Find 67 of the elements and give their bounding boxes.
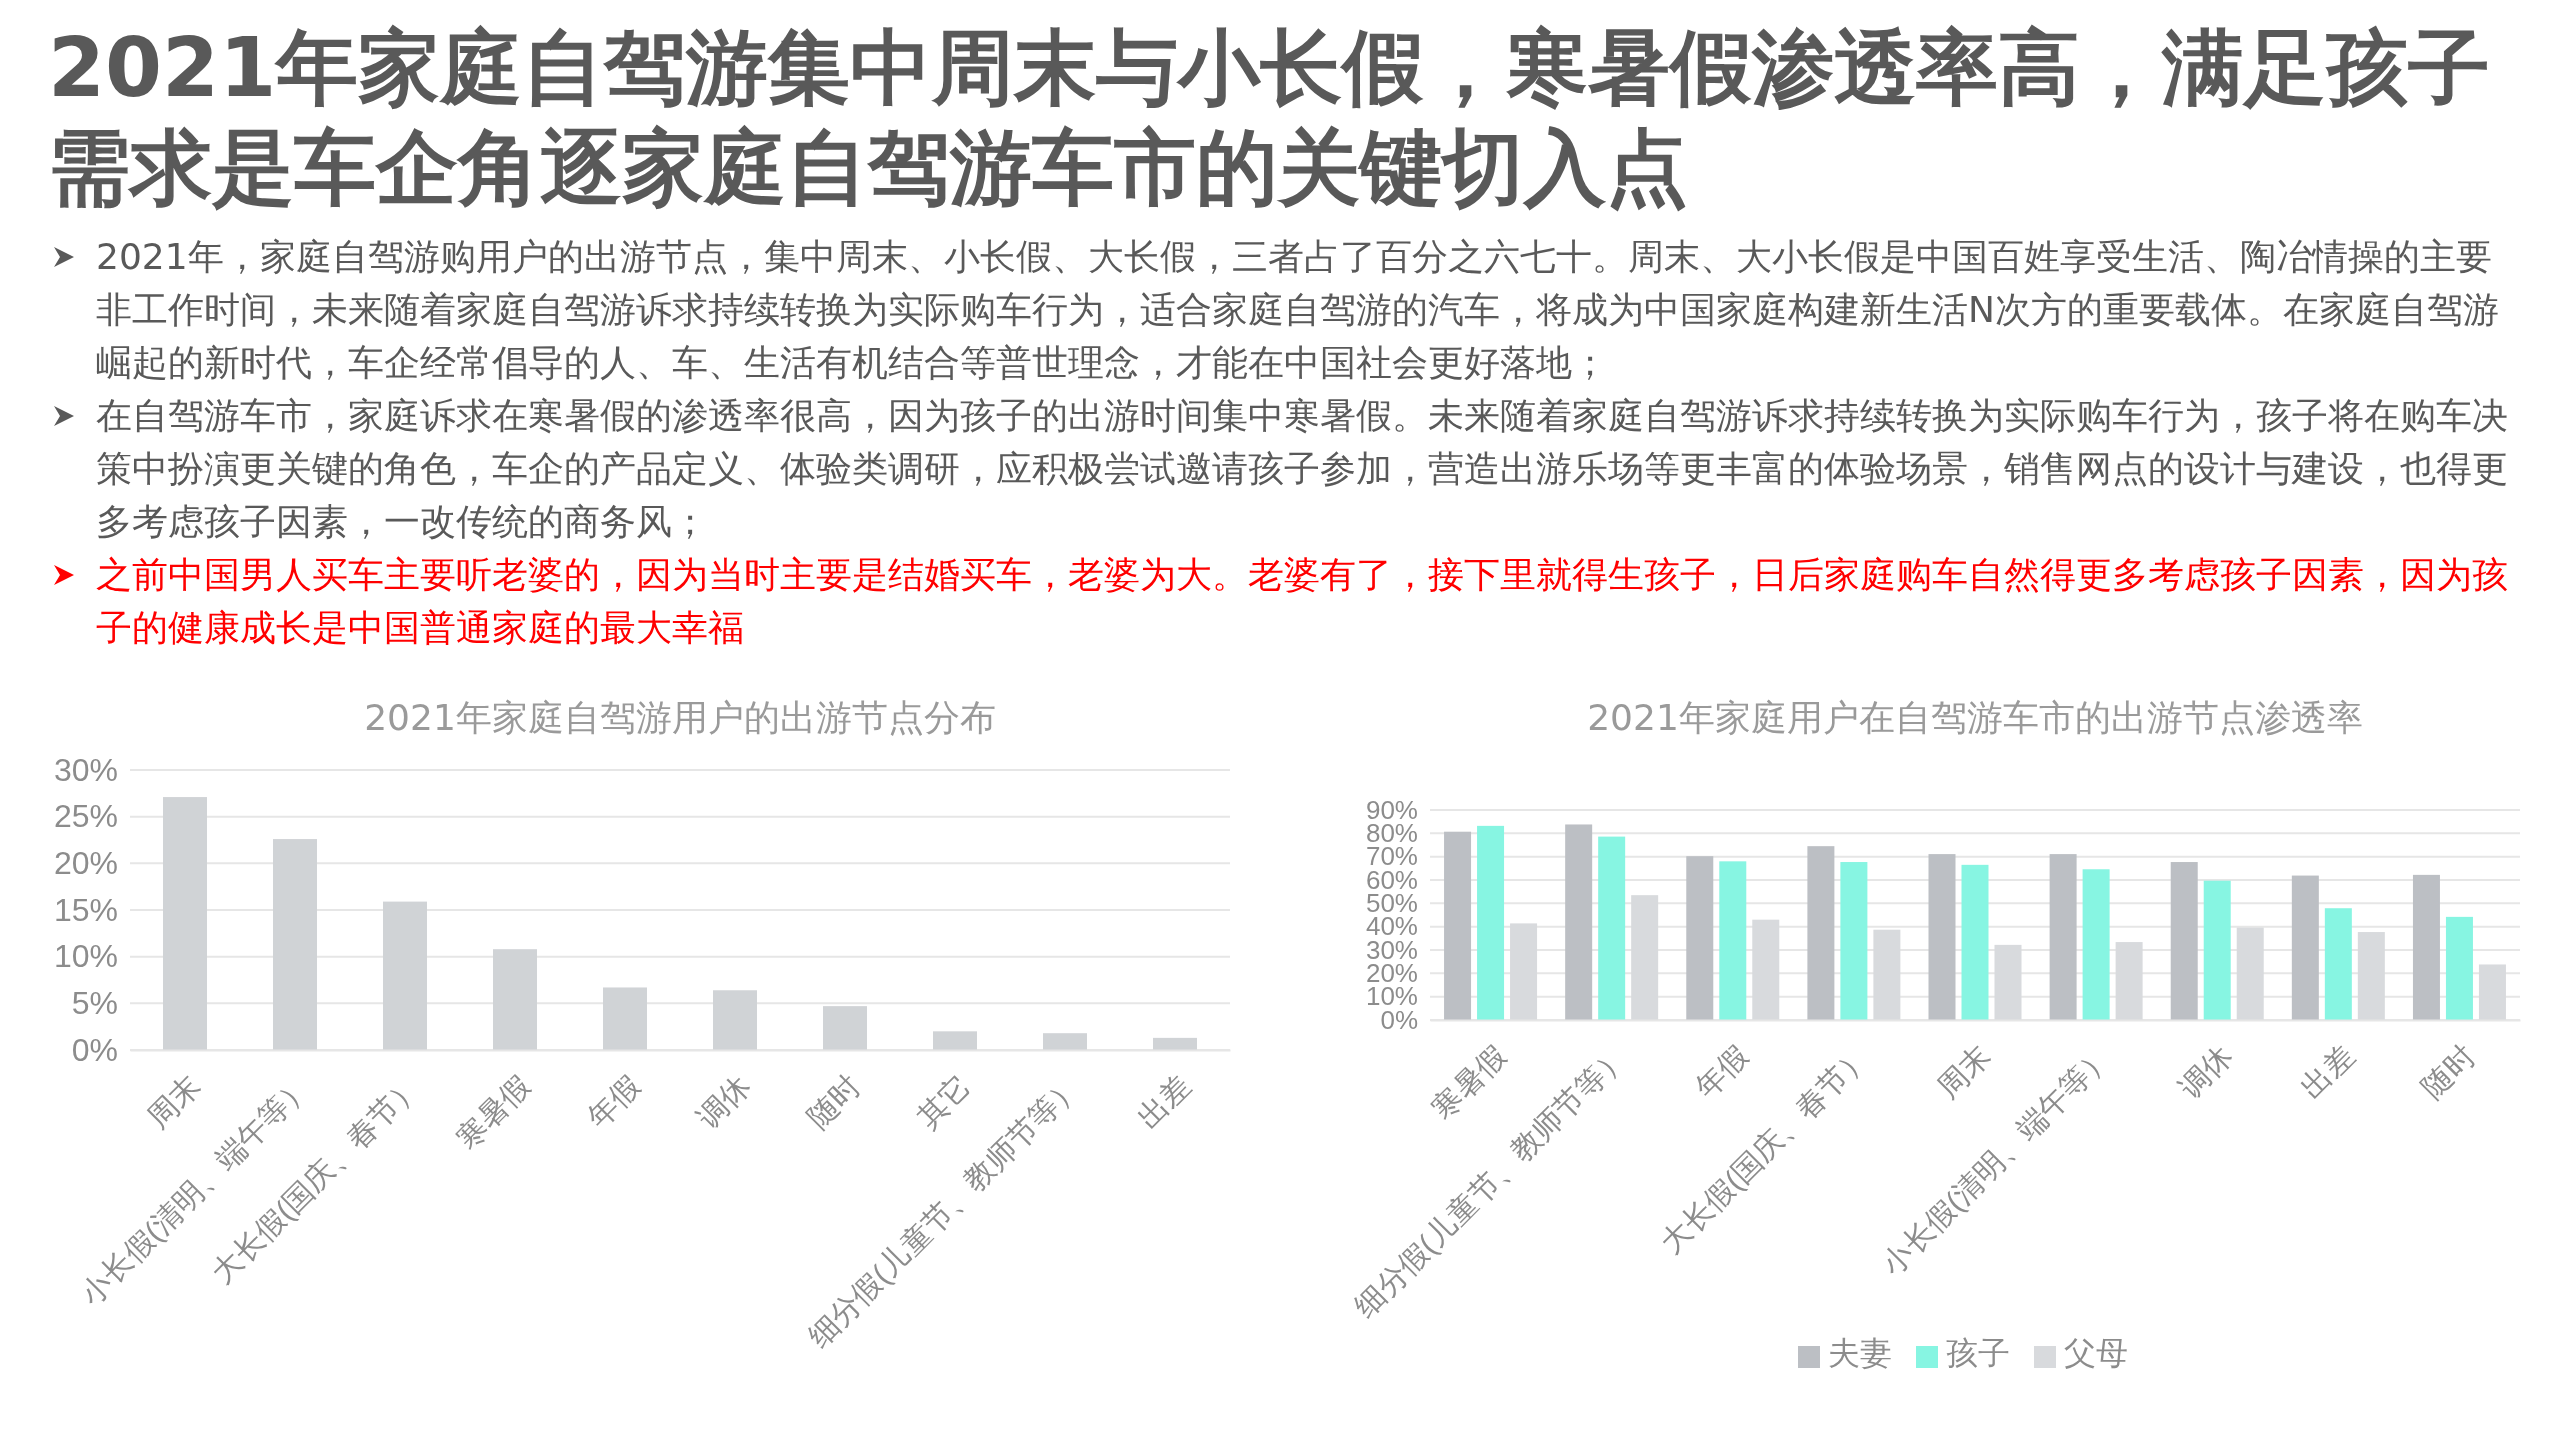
x-tick-label: 调休 <box>2173 1038 2239 1105</box>
bar <box>2236 927 2264 1020</box>
y-tick-label: 20% <box>53 845 118 882</box>
x-tick-label: 调休 <box>690 1068 757 1135</box>
x-tick-label: 出差 <box>1130 1068 1197 1135</box>
bar <box>1807 846 1835 1020</box>
bar <box>163 797 207 1050</box>
bar <box>2291 875 2319 1020</box>
bar <box>273 839 317 1050</box>
x-tick-label: 随时 <box>2415 1038 2482 1105</box>
bar <box>1961 864 1989 1020</box>
bar <box>603 987 647 1050</box>
y-tick-label: 0% <box>71 1031 118 1068</box>
bar <box>2324 908 2352 1020</box>
chart-title: 2021年家庭用户在自驾游车市的出游节点渗透率 <box>1587 697 2363 738</box>
x-tick-label: 年假 <box>1688 1038 1755 1105</box>
bar <box>1598 836 1626 1020</box>
x-tick-label: 出差 <box>2294 1038 2360 1105</box>
bar <box>823 1006 867 1050</box>
y-tick-label: 90% <box>1365 794 1418 825</box>
bar <box>933 1031 977 1050</box>
bar <box>1153 1037 1197 1050</box>
x-tick-label: 随时 <box>800 1068 867 1135</box>
x-tick-label: 其它 <box>910 1068 977 1135</box>
bar <box>1840 862 1868 1020</box>
bar <box>713 990 757 1050</box>
x-tick-label: 周末 <box>1930 1038 1997 1105</box>
y-tick-label: 10% <box>53 938 118 975</box>
bar <box>2203 880 2231 1020</box>
y-tick-label: 25% <box>53 798 118 835</box>
text: 之前中国男人买车主要听老婆的，因为当时主要是结婚买车，老婆为大。老婆有了，接下里就得生孩子，日后家庭购车自然得更多考虑孩子因素，因为孩子的健康成长是中国普通家庭的最大幸福 <box>96 554 2508 648</box>
legend-label: 孩子 <box>1946 1334 2010 1372</box>
bar <box>1510 923 1538 1020</box>
bar <box>2082 869 2110 1020</box>
bar <box>493 949 537 1050</box>
y-tick-label: 5% <box>71 985 118 1022</box>
y-tick-label: 15% <box>53 891 118 928</box>
x-tick-label: 周末 <box>140 1068 207 1135</box>
bar <box>2445 916 2473 1020</box>
text: 在自驾游车市，家庭诉求在寒暑假的渗透率很高，因为孩子的出游时间集中寒暑假。未来随着家庭自驾游诉求持续转换为实际购车行为，孩子将在购车决策中扮演更关键的角色，车企的产品定义、体验类调研，应积极尝试邀请孩子参加，营造出游乐场等更丰富的体验场景，销售网点的设计与建设，也得更多考虑孩子因素，一改传统的商务风； <box>96 395 2508 542</box>
text: 2021年家庭自驾游集中周末与小长假，寒暑假渗透率高，满足孩子需求是车企角逐家庭自驾游车市的关键切入点 <box>48 19 2492 217</box>
bar <box>2170 862 2198 1020</box>
bar <box>1444 831 1472 1020</box>
bar <box>2412 874 2440 1020</box>
bar <box>1686 856 1714 1020</box>
x-tick-label: 寒暑假 <box>449 1068 537 1156</box>
bar <box>2478 964 2506 1020</box>
bar <box>1873 929 1901 1020</box>
y-tick-label: 30% <box>53 751 118 788</box>
bar <box>2049 854 2077 1020</box>
bar <box>383 901 427 1050</box>
legend-label: 夫妻 <box>1828 1334 1892 1372</box>
bar <box>1565 824 1593 1020</box>
text: 2021年，家庭自驾游购用户的出游节点，集中周末、小长假、大长假，三者占了百分之六七十。周末、大小长假是中国百姓享受生活、陶冶情操的主要非工作时间，未来随着家庭自驾游诉求持续转换为实际购车行为，适合家庭自驾游的汽车，将成为中国家庭构建新生活N次方的重要载体。在家庭自驾游崛起的新时代，车企经常倡导的人、车、生活有机结合等普世理念，才能在中国社会更好落地； <box>96 236 2499 383</box>
bar <box>1719 861 1747 1020</box>
chart-title: 2021年家庭自驾游用户的出游节点分布 <box>364 697 996 738</box>
bar <box>1631 895 1659 1020</box>
bar <box>1477 825 1505 1020</box>
x-tick-label: 年假 <box>580 1068 647 1135</box>
bar <box>1994 944 2022 1020</box>
legend-label: 父母 <box>2064 1334 2128 1372</box>
bar <box>1043 1033 1087 1050</box>
bar <box>2357 932 2385 1020</box>
bar <box>2115 942 2143 1020</box>
bar <box>1928 854 1956 1020</box>
bar <box>1752 919 1780 1020</box>
x-tick-label: 寒暑假 <box>1425 1038 1513 1126</box>
